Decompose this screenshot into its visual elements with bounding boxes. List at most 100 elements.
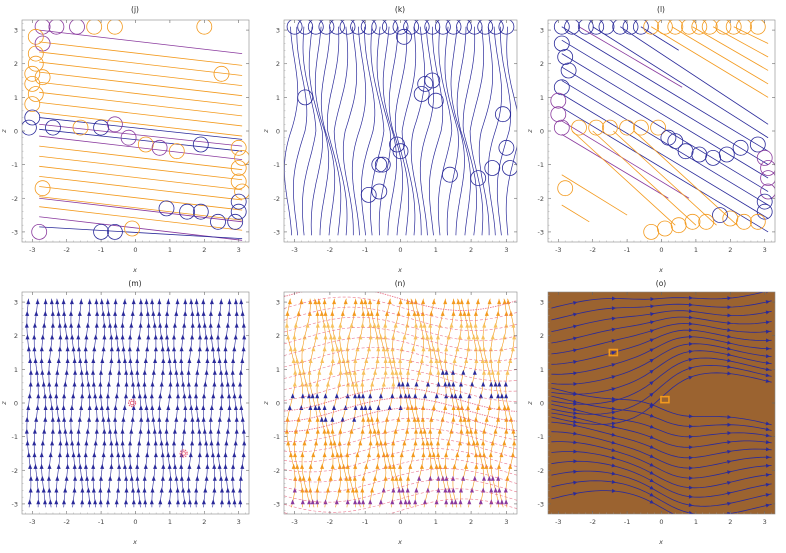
- field-arrow: [383, 369, 388, 375]
- field-arrow: [57, 452, 62, 458]
- field-arrow: [87, 499, 92, 505]
- field-arrow: [55, 299, 60, 305]
- field-arrow: [25, 310, 30, 316]
- field-arrow: [50, 310, 55, 316]
- field-arrow: [131, 299, 136, 305]
- field-arrow: [168, 475, 173, 481]
- field-arrow: [114, 499, 119, 505]
- panel-title: (l): [657, 5, 665, 14]
- plot-area: [22, 20, 249, 241]
- trajectory-line: [39, 117, 243, 140]
- field-arrow: [135, 452, 140, 458]
- streamline: [382, 26, 397, 236]
- field-arrow: [150, 299, 155, 305]
- field-arrow: [120, 334, 125, 340]
- field-arrow: [120, 428, 125, 434]
- field-arrow: [499, 452, 504, 458]
- field-line: [70, 298, 76, 508]
- marker-circle: [427, 92, 444, 109]
- field-arrow: [413, 499, 418, 505]
- field-arrow: [298, 369, 302, 375]
- field-arrow: [153, 334, 158, 340]
- field-arrow: [95, 310, 100, 316]
- field-arrow: [361, 393, 365, 399]
- field-arrow: [216, 452, 221, 458]
- field-arrow: [175, 381, 180, 387]
- marker-circle: [722, 210, 739, 227]
- field-arrow: [167, 499, 172, 505]
- field-arrow: [71, 452, 76, 458]
- field-arrow: [135, 475, 140, 481]
- field-arrow: [135, 358, 140, 363]
- field-arrow: [385, 346, 390, 352]
- marker-circle: [424, 72, 441, 89]
- field-arrow: [106, 416, 111, 422]
- field-arrow: [62, 416, 67, 422]
- field-arrow: [220, 487, 224, 493]
- marker-circle: [494, 106, 511, 123]
- marker-circle: [445, 20, 462, 35]
- field-arrow: [499, 346, 504, 352]
- field-arrow: [420, 310, 425, 316]
- field-arrow: [402, 334, 407, 340]
- field-arrow: [46, 475, 51, 481]
- field-arrow: [234, 428, 239, 434]
- field-arrow: [101, 310, 106, 316]
- field-arrow: [195, 310, 200, 316]
- field-arrow: [56, 463, 61, 469]
- field-arrow: [345, 463, 350, 469]
- field-arrow: [99, 405, 104, 410]
- field-arrow: [32, 440, 37, 446]
- marker-circle: [424, 20, 441, 35]
- field-arrow: [322, 322, 327, 328]
- field-arrow: [284, 322, 289, 328]
- field-arrow: [315, 499, 320, 505]
- field-arrow: [310, 393, 315, 399]
- x-tick-label: -2: [327, 246, 333, 254]
- field-arrow: [473, 416, 478, 422]
- field-arrow: [319, 416, 324, 422]
- field-arrow: [300, 487, 305, 493]
- field-arrow: [330, 310, 335, 316]
- field-line: [286, 298, 296, 508]
- field-arrow: [78, 358, 83, 363]
- field-arrow: [427, 346, 432, 352]
- field-arrow: [69, 299, 74, 305]
- field-arrow: [511, 322, 516, 328]
- marker-circle: [660, 129, 677, 146]
- stream-arrow: [573, 360, 578, 364]
- y-axis-label: z: [262, 129, 270, 134]
- stream-arrow: [611, 416, 616, 420]
- field-arrow: [151, 416, 156, 422]
- marker-circle: [107, 223, 123, 240]
- marker-circle: [34, 180, 51, 197]
- field-arrow: [43, 299, 48, 305]
- stream-arrow: [766, 463, 771, 468]
- field-line: [107, 298, 113, 508]
- field-arrow: [344, 475, 349, 481]
- marker-circle: [553, 119, 570, 136]
- field-arrow: [150, 487, 155, 493]
- field-arrow: [28, 369, 33, 375]
- field-arrow: [285, 416, 290, 422]
- x-tick-label: -3: [291, 518, 297, 526]
- field-arrow: [367, 346, 371, 352]
- field-arrow: [353, 463, 358, 469]
- field-arrow: [361, 369, 366, 375]
- field-arrow: [398, 299, 403, 305]
- field-arrow: [456, 299, 461, 305]
- field-arrow: [219, 405, 224, 410]
- stream-arrow: [573, 324, 578, 329]
- field-arrow: [323, 416, 328, 422]
- field-arrow: [182, 499, 187, 505]
- field-arrow: [444, 452, 449, 458]
- streamline: [551, 490, 675, 514]
- field-arrow: [328, 475, 333, 481]
- marker-circle: [681, 20, 697, 35]
- stream-arrow: [573, 407, 578, 412]
- field-arrow: [69, 405, 74, 410]
- field-arrow: [182, 428, 187, 434]
- field-line: [346, 298, 356, 508]
- field-arrow: [182, 322, 187, 328]
- stream-arrow: [573, 431, 578, 436]
